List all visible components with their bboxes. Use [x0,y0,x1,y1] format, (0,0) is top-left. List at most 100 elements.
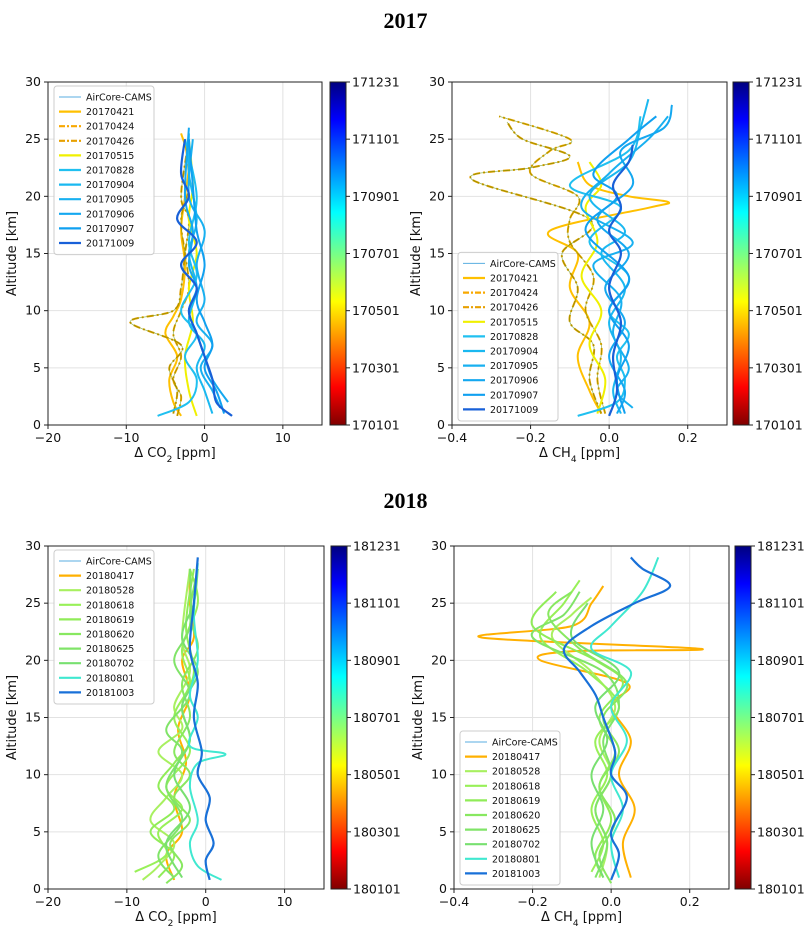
legend-label: 20181003 [492,869,540,880]
series-line-20170907 [187,139,226,414]
legend-label: 20170906 [490,376,538,387]
colorbar-tick-label: 180701 [757,710,805,725]
legend-label: 20170906 [86,209,134,220]
colorbar-tick-label: 171101 [352,132,400,147]
y-tick-label: 15 [429,246,445,261]
legend-label: 20170905 [86,195,134,206]
colorbar-tick-label: 171231 [352,75,400,90]
legend-label: 20180528 [492,767,540,778]
chart-ch4_2017: −0.4 −0.2 0.0 0.2 0 5 10 15 20 25 30 Δ CH4 [ppm] Alt… [409,74,803,465]
y-tick-label: 15 [431,710,447,725]
y-tick-label: 30 [429,74,445,89]
x-tick-label: 0.2 [680,894,700,909]
legend-label: 20170424 [490,288,538,299]
legend-label: 20171009 [86,239,134,250]
legend-label: 20170905 [490,361,538,372]
colorbar [329,81,347,426]
series-line-overlay [498,115,606,414]
legend-label: 20170515 [86,151,134,162]
legend-box [457,251,559,422]
x-axis-label: Δ CO2 [ppm] [135,910,217,926]
x-tick-label: −10 [114,894,140,909]
colorbar-tick-label: 170501 [755,303,803,318]
year-title-2017: 2017 [383,8,428,33]
x-axis-label: Δ CH4 [ppm] [539,446,620,465]
y-tick-label: 30 [431,538,447,553]
series-line-20170906 [596,104,673,415]
year-title-2018: 2018 [383,488,428,513]
legend-box [53,549,155,705]
legend-label: 20180417 [86,571,134,582]
colorbar-tick-label: 170501 [352,303,400,318]
series-line-20170907 [584,115,657,414]
x-tick-label: 0.2 [678,430,698,445]
colorbar-tick-label: 180701 [353,710,401,725]
legend-label: 20170426 [86,136,134,147]
y-tick-label: 15 [25,710,41,725]
x-tick-label: 0 [202,894,210,909]
colorbar-tick-label: 180101 [757,882,805,897]
chart-co2_2018: −20 −10 0 10 0 5 10 15 20 25 30 Δ CO2 [ppm] Altitude… [5,538,401,926]
x-tick-label: −20 [35,430,61,445]
colorbar-tick-label: 180301 [353,824,401,839]
series-line-20171009 [608,144,634,417]
chart-co2_2017: −20 −10 0 10 0 5 10 15 20 25 30 Δ CO2 [ppm] Altitude… [5,74,400,465]
x-tick-label: 0.0 [599,430,619,445]
x-tick-label: 10 [277,894,293,909]
legend-label: 20180801 [492,854,540,865]
series-line-20180702 [165,568,199,879]
series-line-20180801 [590,556,660,878]
legend-label: 20180702 [86,659,134,670]
y-tick-label: 10 [25,303,41,318]
series-line-20170515 [183,139,198,417]
colorbar-tick-label: 170301 [352,360,400,375]
colorbar-tick-label: 180101 [353,882,401,897]
legend: AirCore-CAMS 20180417 20180528 20180618 2018… [53,549,155,705]
legend-label: 20180625 [492,825,540,836]
colorbar-tick-label: 180901 [757,653,805,668]
series-line-20180625 [530,591,620,878]
y-axis-label: Altitude [km] [409,211,424,296]
legend-label: 20180528 [86,586,134,597]
legend-label: AirCore-CAMS [86,93,152,104]
y-tick-label: 15 [25,246,41,261]
legend-label: 20170515 [490,317,538,328]
legend-label: 20180619 [492,796,540,807]
legend-label: 20170828 [490,332,538,343]
colorbar-tick-label: 180501 [757,767,805,782]
legend-label: 20170421 [86,107,134,118]
y-axis-label: Altitude [km] [5,211,20,296]
legend-label: 20180618 [86,600,134,611]
y-axis-label: Altitude [km] [411,675,426,760]
colorbar-tick-label: 171231 [755,75,803,90]
y-tick-label: 10 [431,767,447,782]
x-tick-label: −0.4 [437,430,467,445]
legend-label: AirCore-CAMS [86,557,152,568]
colorbar-tick-label: 180501 [353,767,401,782]
colorbar-tick-label: 170301 [755,360,803,375]
x-tick-label: −0.2 [515,430,545,445]
y-tick-label: 20 [25,188,41,203]
legend-label: 20170907 [490,390,538,401]
x-tick-label: 0 [201,430,209,445]
y-tick-label: 25 [25,131,41,146]
colorbar [732,81,750,426]
y-tick-label: 20 [429,188,445,203]
colorbar-tick-label: 170901 [352,189,400,204]
colorbar [330,545,348,890]
legend-label: AirCore-CAMS [492,738,558,749]
colorbar-tick-label: 170101 [352,418,400,433]
colorbar-tick-label: 181101 [353,596,401,611]
legend-label: 20170904 [86,180,134,191]
series-line-20180801 [187,563,227,881]
series-line-20170421 [546,161,671,415]
series-line-20170905 [580,115,669,409]
series-line-20180625 [157,568,193,879]
y-tick-label: 25 [429,131,445,146]
y-tick-label: 5 [33,360,41,375]
series-line-20180417 [477,585,704,878]
colorbar-tick-label: 180301 [757,824,805,839]
legend: AirCore-CAMS 20170421 20170424 20170426 2017… [53,85,155,256]
chart-ch4_2018: −0.4 −0.2 0.0 0.2 0 5 10 15 20 25 30 Δ CH4 [ppm] Alt… [411,538,805,926]
